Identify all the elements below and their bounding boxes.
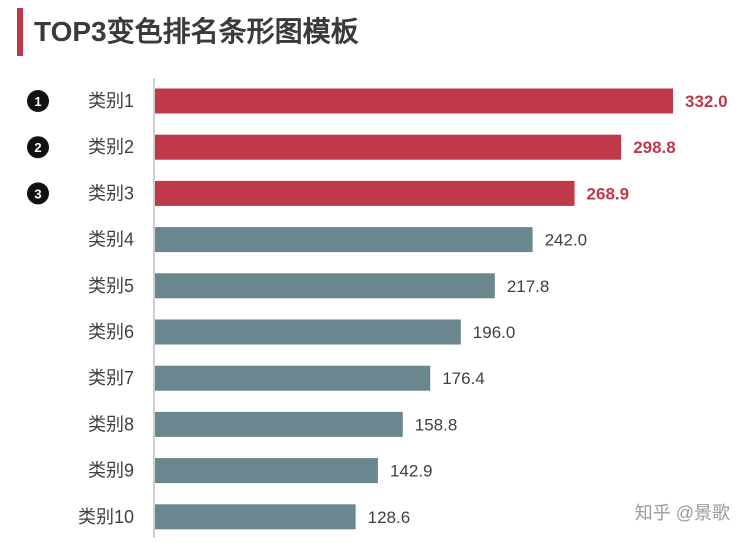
value-label-1: 332.0 xyxy=(685,92,728,111)
value-label-4: 242.0 xyxy=(545,231,588,250)
category-label-10: 类别10 xyxy=(78,507,134,527)
category-label-3: 类别3 xyxy=(88,183,134,203)
rank-badge-1: 1 xyxy=(27,90,49,112)
value-label-5: 217.8 xyxy=(507,277,550,296)
bar-10 xyxy=(155,504,356,530)
bar-1 xyxy=(155,88,673,114)
category-label-2: 类别2 xyxy=(88,137,134,157)
bar-2 xyxy=(155,134,622,160)
category-label-6: 类别6 xyxy=(88,322,134,342)
bar-8 xyxy=(155,411,403,437)
bar-5 xyxy=(155,273,495,299)
category-label-5: 类别5 xyxy=(88,276,134,296)
category-label-1: 类别1 xyxy=(88,91,134,111)
value-label-3: 268.9 xyxy=(587,184,630,203)
value-label-10: 128.6 xyxy=(368,508,411,527)
value-label-9: 142.9 xyxy=(390,462,433,481)
bar-4 xyxy=(155,227,533,253)
rank-badge-2: 2 xyxy=(27,136,49,159)
category-label-8: 类别8 xyxy=(88,414,134,434)
title-accent-bar xyxy=(17,8,23,56)
value-label-7: 176.4 xyxy=(442,369,485,388)
value-label-2: 298.8 xyxy=(633,138,676,157)
bar-9 xyxy=(155,458,378,484)
bar-3 xyxy=(155,180,575,206)
bar-7 xyxy=(155,365,431,391)
value-label-8: 158.8 xyxy=(415,415,458,434)
svg-text:3: 3 xyxy=(34,186,41,201)
category-label-7: 类别7 xyxy=(88,368,134,388)
svg-text:1: 1 xyxy=(34,94,41,109)
category-label-4: 类别4 xyxy=(88,230,134,250)
rank-badge-3: 3 xyxy=(27,182,49,205)
bar-6 xyxy=(155,319,461,345)
chart-title: TOP3变色排名条形图模板 xyxy=(34,16,359,47)
watermark: 知乎 @景歌 xyxy=(634,503,730,523)
svg-text:2: 2 xyxy=(34,140,41,155)
category-label-9: 类别9 xyxy=(88,461,134,481)
value-label-6: 196.0 xyxy=(473,323,516,342)
